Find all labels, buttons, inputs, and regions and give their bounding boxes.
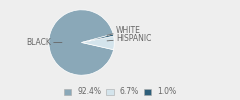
Wedge shape bbox=[82, 34, 114, 42]
Wedge shape bbox=[49, 10, 114, 75]
Text: WHITE: WHITE bbox=[107, 26, 141, 35]
Text: HISPANIC: HISPANIC bbox=[107, 34, 151, 43]
Legend: 92.4%, 6.7%, 1.0%: 92.4%, 6.7%, 1.0% bbox=[60, 84, 180, 100]
Wedge shape bbox=[82, 36, 114, 50]
Text: BLACK: BLACK bbox=[26, 38, 62, 47]
